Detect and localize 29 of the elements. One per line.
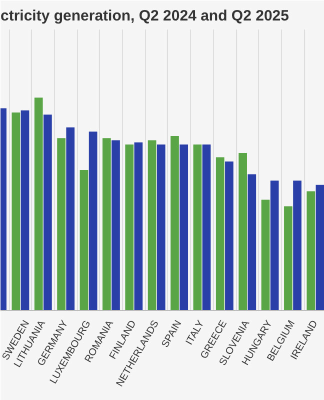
bar (148, 140, 156, 310)
chart-title: ctricity generation, Q2 2024 and Q2 2025 (0, 8, 289, 24)
bar (261, 200, 270, 310)
bar (170, 136, 179, 310)
bar (102, 138, 111, 310)
bar (248, 174, 256, 310)
bar (225, 161, 234, 310)
bar (180, 144, 188, 310)
bar (306, 191, 316, 310)
bar (156, 144, 166, 310)
bar (202, 144, 211, 310)
bar (80, 170, 88, 310)
bar (112, 140, 120, 310)
bar (293, 180, 302, 310)
bar (88, 132, 98, 310)
bar (20, 110, 30, 310)
bar (316, 184, 324, 310)
bar (134, 142, 143, 310)
bar (284, 206, 292, 310)
bar (57, 138, 66, 310)
bar (12, 112, 20, 310)
bar (216, 157, 224, 310)
bar (66, 127, 75, 310)
bar (193, 144, 202, 310)
bar (34, 98, 43, 310)
bar (270, 180, 279, 310)
bar (125, 144, 134, 310)
bar (44, 114, 52, 310)
bar (238, 152, 247, 310)
